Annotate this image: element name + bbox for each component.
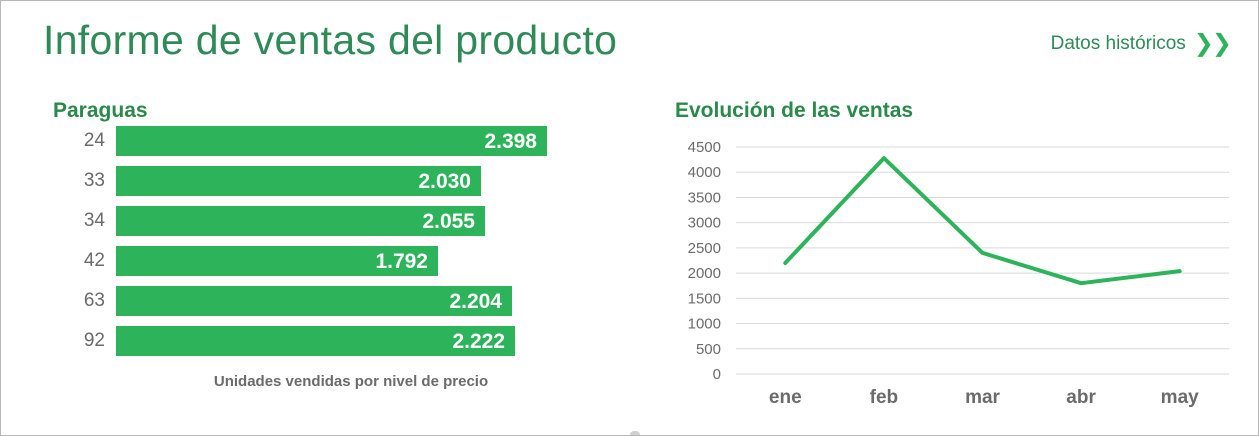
bar-value-label: 2.030 — [418, 170, 471, 193]
bar: 1.792 — [116, 246, 438, 276]
bar: 2.398 — [116, 126, 547, 156]
historical-data-link-label: Datos históricos — [1050, 32, 1186, 54]
x-tick-label: ene — [769, 387, 802, 408]
bar-chart-axis-label: Unidades vendidas por nivel de precio — [213, 373, 489, 390]
y-tick-label: 3500 — [688, 189, 721, 206]
bar: 2.204 — [116, 286, 512, 316]
scroll-indicator — [630, 431, 640, 435]
x-tick-label: feb — [870, 387, 899, 408]
y-tick-label: 500 — [696, 341, 721, 358]
y-tick-label: 3000 — [688, 215, 721, 232]
bar-row: 34 2.055 — [61, 205, 621, 237]
bar-value-label: 2.398 — [484, 130, 537, 153]
bar-row: 24 2.398 — [61, 125, 621, 157]
bar-category-label: 92 — [83, 330, 105, 351]
bar-row: 92 2.222 — [61, 325, 621, 357]
x-tick-label: may — [1161, 387, 1199, 408]
bar-value-label: 2.055 — [422, 210, 475, 233]
y-tick-label: 4500 — [688, 139, 721, 156]
page-title: Informe de ventas del producto — [43, 17, 618, 63]
bar: 2.222 — [116, 326, 515, 356]
historical-data-link[interactable]: Datos históricos ❯❯ — [1050, 29, 1232, 58]
bar: 2.055 — [116, 206, 485, 236]
y-tick-label: 2500 — [688, 240, 721, 257]
bar-value-label: 2.222 — [452, 330, 505, 353]
x-tick-label: abr — [1066, 387, 1096, 408]
y-tick-label: 1000 — [688, 316, 721, 333]
double-chevron-right-icon: ❯❯ — [1193, 30, 1232, 57]
series-line — [783, 156, 1182, 286]
bar-chart-title: Paraguas — [53, 99, 148, 122]
y-tick-label: 1500 — [688, 290, 721, 307]
x-tick-label: mar — [965, 387, 1000, 408]
bar-category-label: 24 — [83, 130, 105, 151]
bar-value-label: 2.204 — [449, 290, 502, 313]
line-chart: 0 500 1000 1500 2000 2500 3000 3500 4000 4500 ene f… — [688, 139, 1229, 408]
y-tick-label: 4000 — [688, 164, 721, 181]
bar-category-label: 34 — [83, 210, 105, 231]
bar-value-label: 1.792 — [375, 250, 428, 273]
bar-row: 33 2.030 — [61, 165, 621, 197]
y-tick-label: 0 — [713, 366, 721, 383]
line-chart-title: Evolución de las ventas — [675, 99, 914, 122]
bar: 2.030 — [116, 166, 481, 196]
bar-category-label: 42 — [83, 250, 105, 271]
bar-category-label: 63 — [83, 290, 105, 311]
y-tick-label: 2000 — [688, 265, 721, 282]
bar-row: 63 2.204 — [61, 285, 621, 317]
bar-row: 42 1.792 — [61, 245, 621, 277]
bar-category-label: 33 — [83, 170, 105, 191]
